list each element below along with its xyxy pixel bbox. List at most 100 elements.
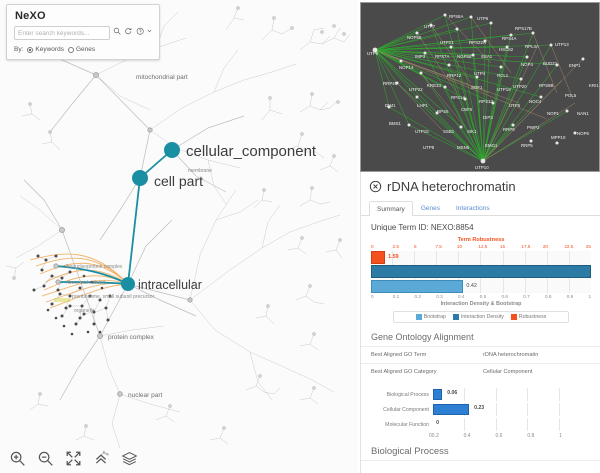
tab-interactions[interactable]: Interactions (455, 205, 490, 212)
legend-interaction-density[interactable]: Interaction Density (452, 314, 504, 320)
gene-label-utp9: UTP9 (367, 51, 379, 56)
gene-label-utp15: UTP15 (415, 129, 429, 134)
radio-keywords-label: Keywords (35, 46, 64, 53)
bar-bootstrap[interactable] (371, 279, 464, 293)
tick-top-0: 0 (371, 244, 374, 249)
collapse-button[interactable] (93, 450, 110, 467)
robustness-bars: 1.59 0.42 (371, 250, 591, 293)
go-row-category: Best Aligned GO Category Cellular Compon… (361, 363, 600, 380)
gene-label-utp10: UTP10 (475, 165, 489, 170)
bar-interaction-density[interactable] (371, 265, 591, 278)
tick-top-6: 15 (499, 244, 506, 249)
gene-label-nan1: NAN1 (577, 111, 589, 116)
gene-label-nop6: NOP6 (577, 131, 590, 136)
gene-label-nop56: NOP56 (407, 35, 422, 40)
tree-node-intracellular (121, 277, 135, 291)
hierarchy-tree-panel[interactable]: cellular_component cell part intracellul… (0, 0, 358, 473)
cat-bar-cellular-component[interactable] (433, 404, 470, 415)
radio-genes-dot[interactable] (67, 46, 74, 53)
tick-bot-4: 0.4 (458, 294, 465, 299)
chevron-down-icon[interactable] (147, 27, 152, 39)
gene-label-nop14: NOP14 (399, 65, 414, 70)
gene-label-rrp9: RRP9 (503, 127, 515, 132)
tick-bot-1: 0.1 (392, 294, 400, 299)
help-icon[interactable] (136, 27, 144, 39)
go-alignment-heading: Gene Ontology Alignment (371, 332, 474, 342)
cat-row-cellular-component: Cellular Component 0.23 (371, 403, 591, 416)
go-row-category-key: Best Aligned GO Category (371, 369, 437, 375)
cat-label-biological-process: Biological Process (386, 391, 429, 398)
cat-tick-3: 0.6 (495, 433, 503, 439)
radio-genes-label: Genes (75, 46, 96, 53)
cat-tick-4: 0.8 (527, 433, 535, 439)
search-input[interactable] (14, 26, 110, 40)
search-icon[interactable] (113, 27, 121, 39)
legend-robustness[interactable]: Robustness (510, 314, 546, 320)
tick-bot-0: 0 (371, 294, 374, 299)
bar-robustness[interactable] (371, 250, 386, 264)
gene-label-lhp1: LHP1 (417, 103, 429, 108)
cat-tick-2: 0.4 (463, 433, 471, 439)
gene-label-utp13: UTP13 (555, 42, 569, 47)
cat-value-molecular-function: 0 (436, 420, 440, 426)
robustness-chart: Term Robustness 0 2.5 5 7.5 10 12.5 15 1… (361, 237, 600, 323)
gene-label-nop4: NOP4 (521, 62, 534, 67)
gene-label-bms1: BMS1 (389, 121, 402, 126)
cat-label-cellular-component: Cellular Component (383, 406, 429, 413)
app-title: NeXO (15, 10, 46, 22)
close-circle-icon[interactable] (369, 180, 382, 193)
radio-genes[interactable]: Genes (67, 46, 96, 53)
tree-label-cell-part: cell part (154, 173, 203, 189)
layers-button[interactable] (121, 450, 138, 467)
zoom-out-button[interactable] (37, 450, 54, 467)
gene-label-pwp2: PWP2 (527, 125, 540, 130)
fit-to-screen-button[interactable] (65, 450, 82, 467)
tab-genes[interactable]: Genes (420, 205, 440, 212)
radio-keywords-dot[interactable] (27, 46, 34, 53)
legend-swatch-interaction-density (452, 314, 459, 320)
gene-label-utp20: UTP20 (513, 84, 527, 89)
info-tabs[interactable]: Summary Genes Interactions (361, 196, 600, 216)
gene-label-mpp10: MPP10 (551, 135, 566, 140)
tree-label-preribosome: preribosome, small subunit precursor (72, 294, 155, 300)
gene-label-utp6: UTP6 (477, 16, 489, 21)
gene-label-rps8a: RPS8A (449, 14, 463, 19)
tree-toolbar[interactable] (0, 443, 358, 473)
term-info-panel[interactable]: rDNA heterochromatin Summary Genes Inter… (360, 172, 600, 473)
gene-label-rrp5: RRP5 (521, 143, 533, 148)
search-panel[interactable]: NeXO (6, 4, 160, 60)
gene-label-rpl4a: RPL4A (525, 44, 539, 49)
gene-network-graph[interactable]: UTP9 UTP7 RPS8A UTP6 RPS17B NOP56 UTP21 … (361, 3, 599, 171)
gene-label-dip2: DIP2 (483, 115, 493, 120)
gene-label-cbf5: CBF5 (461, 107, 473, 112)
gene-network-panel[interactable]: UTP9 UTP7 RPS8A UTP6 RPS17B NOP56 UTP21 … (360, 2, 600, 172)
bar-robustness-value: 1.59 (388, 254, 399, 260)
tick-top-9: 22.5 (564, 244, 574, 249)
tick-top-4: 10 (456, 244, 463, 249)
legend-bootstrap[interactable]: Bootstrap (415, 314, 446, 320)
chart-legend: Bootstrap Interaction Density Robustness (393, 311, 569, 323)
tree-label-nuclear-part: nuclear part (128, 392, 163, 399)
gene-label-sof1: SOF1 (471, 85, 483, 90)
tree-label-membrane: membrane (188, 168, 212, 174)
tree-graph[interactable]: cellular_component cell part intracellul… (0, 0, 358, 473)
gene-label-rps22a: RPS22A (469, 40, 486, 45)
go-row-term: Best Aligned GO Term rDNA heterochromati… (361, 346, 600, 363)
radio-keywords[interactable]: Keywords (27, 46, 64, 53)
bar-interaction-density-row (371, 265, 591, 278)
gene-label-imp3: IMP3 (415, 54, 426, 59)
gene-label-utp18: UTP18 (497, 87, 511, 92)
go-row-term-value: rDNA heterochromatin (483, 352, 539, 358)
gene-label-utp22: UTP22 (409, 87, 423, 92)
zoom-in-button[interactable] (9, 450, 26, 467)
chart-top-axis: 0 2.5 5 7.5 10 12.5 15 17.5 20 22.5 25 (371, 244, 591, 249)
chart-bottom-axis: 0 0.1 0.2 0.3 0.4 0.5 0.6 0.7 0.8 0.9 1 (371, 294, 591, 299)
cat-bar-biological-process[interactable] (433, 389, 443, 400)
tree-label-intracellular: intracellular (138, 278, 202, 292)
refresh-icon[interactable] (124, 27, 132, 39)
gene-label-kre33: KRE33 (427, 83, 441, 88)
gene-label-utp21: UTP21 (440, 40, 454, 45)
cat-tick-5: 1 (559, 433, 562, 439)
tab-summary[interactable]: Summary (369, 201, 413, 216)
cat-value-biological-process: 0.06 (447, 390, 458, 396)
